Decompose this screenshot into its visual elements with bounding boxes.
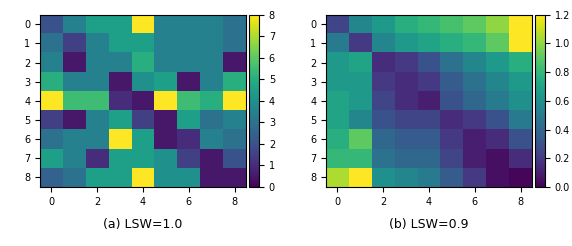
X-axis label: (b) LSW=0.9: (b) LSW=0.9 <box>390 218 468 231</box>
X-axis label: (a) LSW=1.0: (a) LSW=1.0 <box>104 218 182 231</box>
